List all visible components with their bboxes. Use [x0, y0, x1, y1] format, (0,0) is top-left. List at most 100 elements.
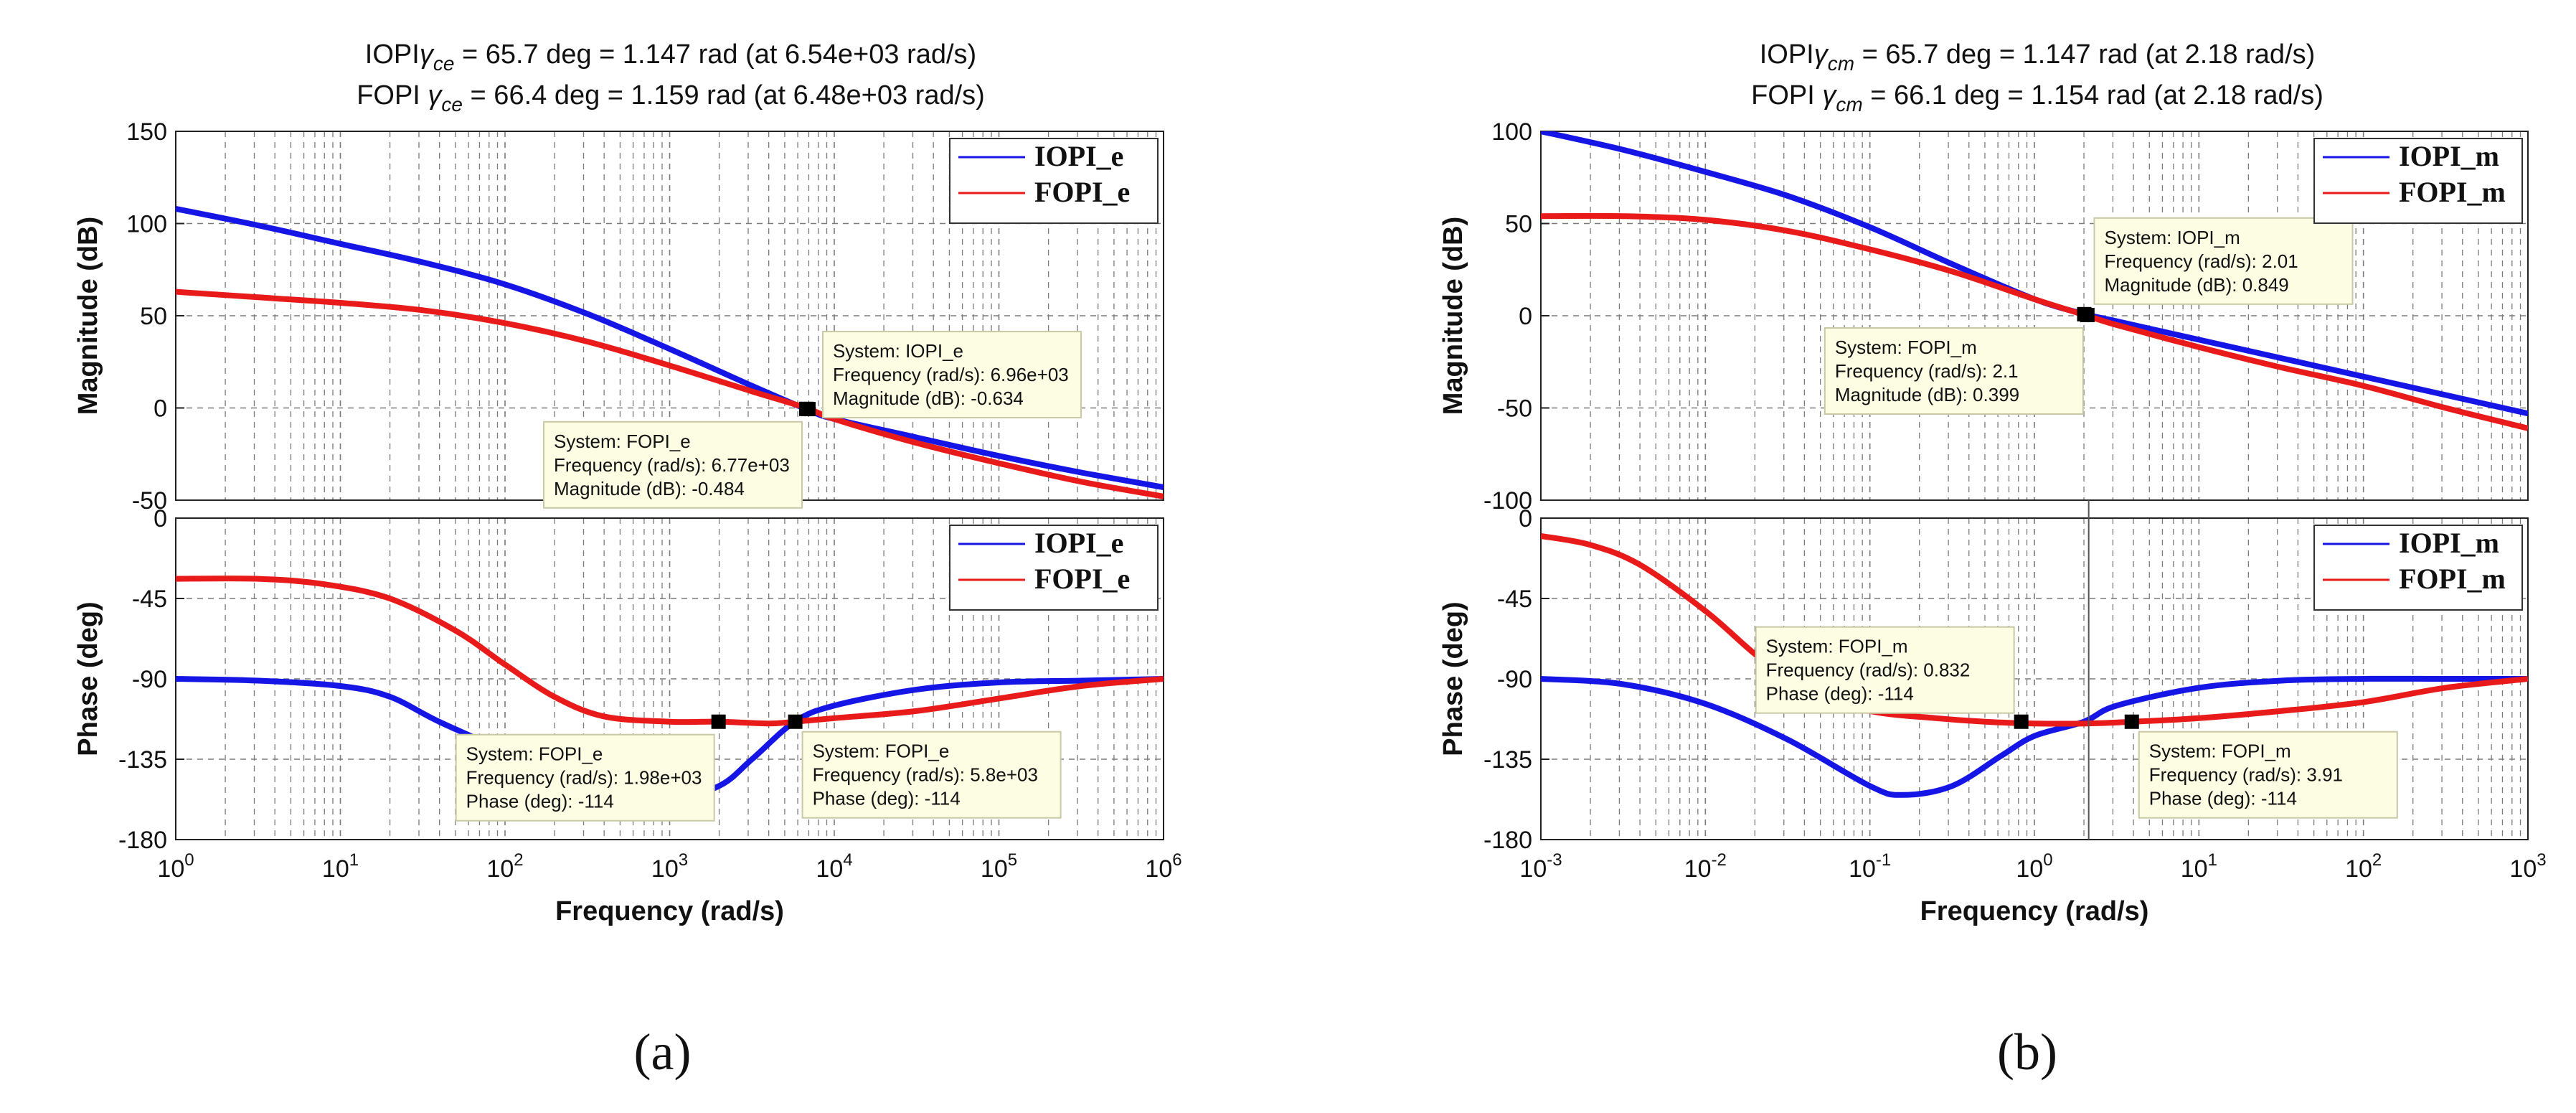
legend-label: FOPI_m: [2399, 176, 2506, 208]
phase-ytick-label: -135: [1483, 746, 1532, 774]
mag-ytick-label: -100: [1483, 487, 1532, 515]
xtick-base: 10: [816, 855, 843, 883]
title-suffix: = 66.1 deg = 1.154 rad (at 2.18 rad/s): [1863, 80, 2323, 111]
xtick-label: 100: [157, 850, 194, 883]
datatip-box: [455, 733, 715, 822]
phase-ytick-label: -90: [132, 666, 167, 693]
xtick-exponent: 3: [2537, 850, 2546, 870]
xtick-label: 10-2: [1684, 850, 1727, 883]
title-prefix: IOPI: [1760, 39, 1814, 70]
datatip-line: Phase (deg): -114: [813, 788, 961, 809]
datatip-line: System: FOPI_e: [554, 431, 691, 452]
mag-ytick-label: -50: [1497, 395, 1532, 423]
datatip-line: System: FOPI_m: [1766, 636, 1908, 657]
xtick-label: 104: [816, 850, 852, 883]
datatip-line: Phase (deg): -114: [466, 791, 614, 812]
phase-ytick-label: 0: [1519, 505, 1532, 532]
xtick-base: 10: [486, 855, 514, 883]
xtick-base: 10: [981, 855, 1008, 883]
panel-a: IOPIγce = 65.7 deg = 1.147 rad (at 6.54e…: [73, 39, 1182, 1081]
xtick-label: 102: [2345, 850, 2382, 883]
datatip-box: [1755, 626, 2015, 714]
phase-ytick-label: -135: [118, 746, 167, 774]
datatip-line: Frequency (rad/s): 2.1: [1835, 360, 2019, 382]
xtick-base: 10: [2181, 855, 2208, 883]
datatip-line: Frequency (rad/s): 6.77e+03: [554, 454, 790, 476]
xtick-base: 10: [1519, 855, 1547, 883]
phase-legend: IOPI_m FOPI_m: [2313, 525, 2523, 611]
mag-ytick-label: 0: [1519, 303, 1532, 330]
phase-series-FOPI_m: [1541, 532, 2528, 727]
title-suffix: = 65.7 deg = 1.147 rad (at 2.18 rad/s): [1854, 39, 2315, 70]
title-prefix: IOPI: [365, 39, 420, 70]
legend-label: FOPI_m: [2399, 563, 2506, 595]
legend-box: [949, 525, 1159, 611]
xtick-label: 10-3: [1519, 850, 1562, 883]
legend-label: IOPI_m: [2399, 140, 2499, 172]
datatip-line: System: IOPI_e: [833, 340, 963, 362]
legend-box: [949, 138, 1159, 224]
legend-label: IOPI_e: [1034, 527, 1123, 559]
xtick-base: 10: [2016, 855, 2043, 883]
phase-ytick-label: -90: [1497, 666, 1532, 693]
title-subscript: cm: [1828, 52, 1854, 75]
mag-axes: 100 50 0 -50 -100: [1483, 118, 2529, 515]
phase-datatip-marker: [788, 714, 803, 729]
phase-ytick-label: -180: [1483, 827, 1532, 854]
legend-label: IOPI_e: [1034, 140, 1123, 172]
datatip-line: Frequency (rad/s): 5.8e+03: [813, 764, 1038, 786]
datatip-box: [2093, 217, 2354, 305]
phase-datatip-marker: [2014, 714, 2029, 729]
xtick-label: 103: [2509, 850, 2546, 883]
xtick-label: 10-1: [1849, 850, 1891, 883]
legend-label: IOPI_m: [2399, 527, 2499, 559]
xtick-base: 10: [651, 855, 679, 883]
xtick-exponent: 2: [514, 850, 523, 870]
panel-b: IOPIγcm = 65.7 deg = 1.147 rad (at 2.18 …: [1438, 39, 2547, 1081]
datatip-line: Magnitude (dB): -0.634: [833, 388, 1024, 409]
xtick-exponent: -3: [1547, 850, 1562, 870]
chart-title-line-1: IOPIγce = 65.7 deg = 1.147 rad (at 6.54e…: [365, 39, 976, 75]
title-suffix: = 66.4 deg = 1.159 rad (at 6.48e+03 rad/…: [463, 80, 985, 111]
phase-ytick-label: 0: [154, 505, 167, 532]
datatip-box: [821, 331, 1082, 419]
xtick-label: 101: [2181, 850, 2217, 883]
datatip-line: Frequency (rad/s): 2.01: [2104, 250, 2298, 272]
mag-series-FOPI_m: [1541, 212, 2528, 431]
phase-datatip-marker: [711, 714, 726, 729]
datatip-box: [542, 421, 803, 509]
phase-ytick-label: -45: [1497, 586, 1532, 613]
xtick-exponent: 0: [184, 850, 194, 870]
title-prefix: FOPI: [357, 80, 428, 111]
mag-series-IOPI_e: [176, 205, 1164, 490]
mag-ytick-label: 50: [140, 303, 167, 330]
title-suffix: = 65.7 deg = 1.147 rad (at 6.54e+03 rad/…: [454, 39, 976, 70]
xtick-base: 10: [1145, 855, 1172, 883]
xtick-label: 101: [322, 850, 359, 883]
phase-series-FOPI_e: [176, 576, 1164, 727]
chart-title-line-2: FOPI γcm = 66.1 deg = 1.154 rad (at 2.18…: [1751, 80, 2323, 116]
mag-series-FOPI_e: [176, 288, 1164, 499]
datatip-line: System: FOPI_e: [813, 741, 950, 762]
mag-ylabel: Magnitude (dB): [73, 217, 103, 415]
xtick-exponent: 1: [349, 850, 359, 870]
title-gamma: γ: [1822, 80, 1837, 111]
xtick-exponent: 5: [1008, 850, 1017, 870]
xtick-exponent: 0: [2043, 850, 2052, 870]
mag-ytick-label: 0: [154, 395, 167, 423]
chart-title-line-2: FOPI γce = 66.4 deg = 1.159 rad (at 6.48…: [357, 80, 985, 116]
title-gamma: γ: [1814, 39, 1829, 70]
datatip-line: Magnitude (dB): 0.399: [1835, 384, 2019, 405]
xtick-exponent: 1: [2208, 850, 2217, 870]
legend-label: FOPI_e: [1034, 176, 1130, 208]
datatip-line: Frequency (rad/s): 6.96e+03: [833, 364, 1069, 385]
datatip-line: Magnitude (dB): -0.484: [554, 478, 745, 499]
xtick-label: 106: [1145, 850, 1181, 883]
panel-label: (b): [1997, 1023, 2057, 1081]
